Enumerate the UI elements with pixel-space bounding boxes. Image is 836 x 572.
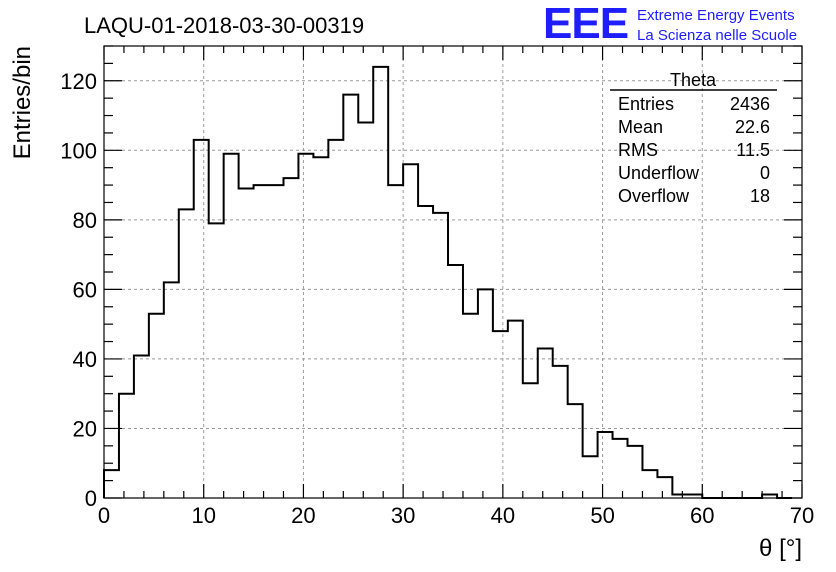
histogram-bin [358, 122, 373, 498]
histogram-bin [508, 321, 523, 498]
x-tick-label: 30 [391, 503, 415, 528]
y-tick-label: 80 [73, 208, 97, 233]
x-tick-label: 20 [291, 503, 315, 528]
histogram-bin [149, 314, 164, 498]
histogram-bin [239, 189, 254, 498]
stats-rows: Entries 2436 Mean 22.6 RMS 11.5 Underflow 0 Over… [618, 94, 770, 206]
histogram-bin [403, 164, 418, 498]
plot-frame [103, 45, 803, 499]
histogram-bin [463, 314, 478, 498]
x-axis-label: θ [°] [759, 535, 802, 562]
y-tick-label: 100 [60, 138, 97, 163]
y-axis-label: Entries/bin [9, 46, 36, 159]
y-tick-labels: 0 20 40 60 80 100 120 [60, 69, 97, 511]
histogram-bin [388, 185, 403, 498]
logo-line2: La Scienza nelle Scuole [637, 27, 797, 44]
stats-row-value: 18 [750, 186, 770, 206]
y-tick-label: 20 [73, 416, 97, 441]
histogram-bin [568, 404, 583, 498]
histogram-bin [433, 213, 448, 498]
histogram-bin [538, 348, 553, 498]
histogram-bin [298, 154, 313, 498]
x-tick-label: 40 [491, 503, 515, 528]
stats-row-value: 22.6 [735, 117, 770, 137]
logo-mark: EEE [543, 0, 628, 48]
y-tick-label: 120 [60, 69, 97, 94]
logo-line1: Extreme Energy Events [637, 7, 795, 24]
histogram-bin [583, 456, 598, 498]
stats-row-label: Overflow [618, 186, 690, 206]
x-tick-label: 50 [590, 503, 614, 528]
histogram-bin [254, 185, 269, 498]
histogram-bin [493, 331, 508, 498]
histogram-bin [448, 265, 463, 498]
histogram-bin [328, 140, 343, 498]
y-tick-label: 60 [73, 277, 97, 302]
histogram-bin [209, 223, 224, 498]
stats-row-label: Underflow [618, 163, 700, 183]
stats-row-label: Entries [618, 94, 674, 114]
histogram-bin [119, 394, 134, 498]
histogram-bin [224, 154, 239, 498]
histogram-bin [343, 95, 358, 498]
histogram-bin [418, 206, 433, 498]
histogram-bin [283, 178, 298, 498]
histogram-bin [478, 289, 493, 498]
x-tick-label: 0 [98, 503, 110, 528]
grid-lines [104, 46, 802, 498]
histogram-bin [269, 185, 284, 498]
histogram-bin [179, 209, 194, 498]
histogram-bin [134, 355, 149, 498]
stats-row-label: RMS [618, 140, 658, 160]
histogram-bin [628, 446, 643, 498]
histogram-bin [194, 140, 209, 498]
y-tick-label: 40 [73, 347, 97, 372]
y-tick-label: 0 [85, 486, 97, 511]
stats-box: Theta Entries 2436 Mean 22.6 RMS 11.5 Underflo… [610, 70, 777, 206]
x-tick-label: 70 [790, 503, 814, 528]
histogram-bin [373, 67, 388, 498]
histogram-bin [313, 157, 328, 498]
x-tick-label: 10 [191, 503, 215, 528]
axis-ticks [103, 45, 803, 499]
stats-row-value: 0 [760, 163, 770, 183]
histogram-outline [103, 65, 793, 499]
chart-title: LAQU-01-2018-03-30-00319 [84, 13, 364, 38]
stats-row-value: 2436 [730, 94, 770, 114]
stats-row-label: Mean [618, 117, 663, 137]
histogram-bin [598, 432, 613, 498]
x-tick-labels: 0 10 20 30 40 50 60 70 [98, 503, 814, 528]
histogram-bin [523, 383, 538, 498]
histogram-bin [164, 282, 179, 498]
histogram-bin [104, 470, 119, 498]
histogram-bin [613, 439, 628, 498]
stats-row-value: 11.5 [736, 140, 770, 160]
histogram-bin [657, 477, 672, 498]
stats-title: Theta [670, 70, 717, 90]
logo: EEE Extreme Energy Events La Scienza nel… [543, 0, 797, 48]
histogram-series [103, 65, 793, 499]
x-tick-label: 60 [690, 503, 714, 528]
histogram-bin [553, 366, 568, 498]
histogram-bin [642, 470, 657, 498]
